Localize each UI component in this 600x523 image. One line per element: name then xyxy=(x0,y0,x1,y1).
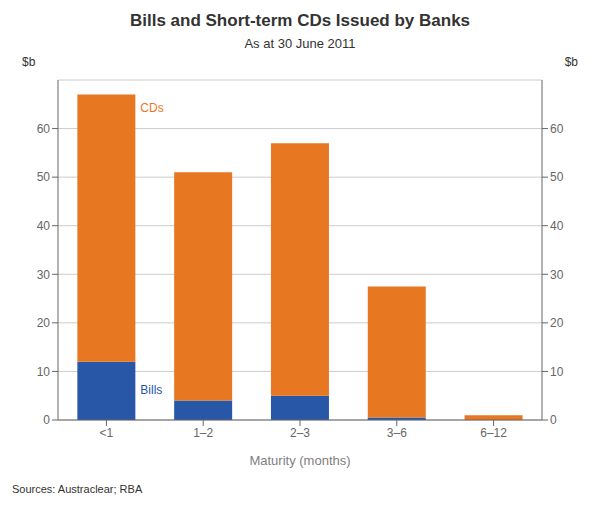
svg-text:Bills: Bills xyxy=(140,383,162,397)
svg-text:60: 60 xyxy=(550,122,564,136)
svg-text:40: 40 xyxy=(550,219,564,233)
html-text:$b: $b xyxy=(22,55,36,69)
svg-text:6–12: 6–12 xyxy=(480,426,507,440)
svg-text:3–6: 3–6 xyxy=(387,426,407,440)
svg-text:40: 40 xyxy=(37,219,51,233)
svg-text:<1: <1 xyxy=(100,426,114,440)
html-text:Sources: Austraclear; RBA: Sources: Austraclear; RBA xyxy=(12,483,143,495)
svg-text:20: 20 xyxy=(550,316,564,330)
svg-text:2–3: 2–3 xyxy=(290,426,310,440)
svg-text:50: 50 xyxy=(550,170,564,184)
svg-text:10: 10 xyxy=(550,365,564,379)
svg-text:60: 60 xyxy=(37,122,51,136)
html-text:Bills and Short-term CDs Issue: Bills and Short-term CDs Issued by Banks xyxy=(130,11,470,30)
svg-text:30: 30 xyxy=(550,268,564,282)
svg-text:0: 0 xyxy=(43,413,50,427)
svg-text:Maturity (months): Maturity (months) xyxy=(249,453,350,468)
svg-text:50: 50 xyxy=(37,170,51,184)
html-text:$b: $b xyxy=(564,55,578,69)
html-text:As at 30 June 2011: As at 30 June 2011 xyxy=(244,36,356,51)
svg-text:1–2: 1–2 xyxy=(193,426,213,440)
svg-text:0: 0 xyxy=(550,413,557,427)
svg-text:10: 10 xyxy=(37,365,51,379)
svg-text:20: 20 xyxy=(37,316,51,330)
svg-text:CDs: CDs xyxy=(140,101,163,115)
svg-text:30: 30 xyxy=(37,268,51,282)
